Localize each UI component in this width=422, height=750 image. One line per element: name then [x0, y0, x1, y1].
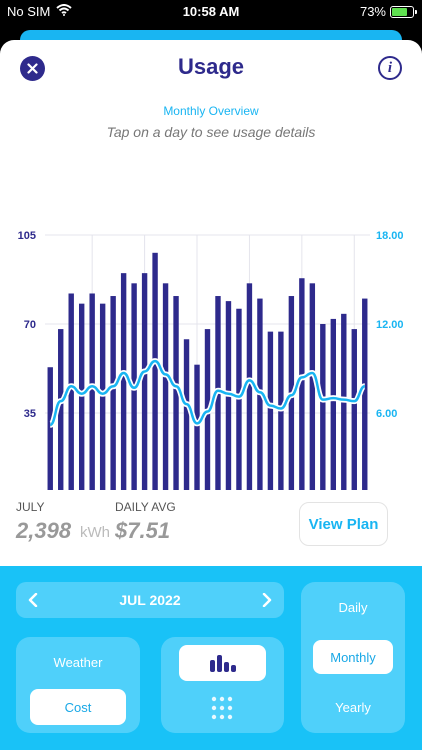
controls-panel: JUL 2022 Weather Cost — [0, 566, 422, 750]
month-usage-label: JULY — [16, 500, 45, 514]
chart-bar — [89, 293, 95, 490]
close-icon — [27, 63, 38, 74]
chart-bar — [183, 339, 190, 490]
chart-bar — [141, 273, 148, 490]
chart-bar — [152, 252, 158, 490]
chart-bar — [99, 303, 106, 490]
cost-label: Cost — [64, 699, 92, 715]
chart-bar — [351, 329, 357, 490]
chart-bar — [47, 367, 53, 490]
y-tick-label: 70 — [24, 319, 36, 331]
next-month-button[interactable] — [250, 582, 284, 618]
chevron-right-icon — [262, 593, 272, 607]
period-daily[interactable]: Daily — [338, 600, 368, 615]
chart-bar — [309, 283, 316, 490]
weather-toggle[interactable]: Weather — [53, 655, 103, 670]
chart-bar — [246, 283, 253, 490]
overlay-panel: Weather Cost — [16, 637, 140, 733]
cost-toggle[interactable]: Cost — [30, 689, 126, 725]
view-mode-panel — [161, 637, 284, 733]
status-time: 10:58 AM — [182, 4, 240, 19]
cost-line — [49, 359, 366, 427]
battery-icon — [390, 5, 417, 18]
previous-month-button[interactable] — [16, 582, 50, 618]
usage-chart[interactable]: 1057035018.0012.006.000.0051015202530kWh… — [0, 180, 422, 490]
bar-view-button[interactable] — [179, 645, 266, 681]
chart-bar — [267, 331, 274, 490]
period-yearly[interactable]: Yearly — [335, 700, 371, 715]
month-usage-value: 2,398 — [16, 518, 72, 543]
chart-bar — [194, 364, 200, 490]
month-selector: JUL 2022 — [16, 582, 284, 618]
chart-bar — [320, 324, 326, 490]
tap-hint: Tap on a day to see usage details — [106, 124, 316, 140]
usage-unit: kWh — [80, 524, 110, 541]
carrier-label: No SIM — [7, 4, 51, 19]
period-panel: Daily Monthly Yearly — [301, 582, 405, 733]
chart-bar — [330, 318, 337, 490]
y2-tick-label: 6.00 — [376, 408, 397, 420]
chart-bar — [58, 329, 64, 490]
chevron-left-icon — [28, 593, 38, 607]
battery-percent: 73% — [359, 4, 386, 19]
chart-bar — [362, 298, 368, 490]
daily-avg-label: DAILY AVG — [115, 500, 176, 514]
period-monthly-label: Monthly — [330, 649, 376, 665]
y2-tick-label: 12.00 — [376, 319, 404, 331]
overview-label: Monthly Overview — [163, 104, 259, 118]
carrier-group: No SIM — [7, 4, 72, 19]
wifi-icon — [56, 4, 72, 19]
status-bar: No SIM 10:58 AM 73% — [0, 0, 422, 26]
daily-avg-value: $7.51 — [115, 518, 171, 543]
y2-tick-label: 18.00 — [376, 230, 404, 242]
chart-bar — [173, 296, 179, 490]
chart-bar — [162, 283, 169, 490]
info-button[interactable]: i — [378, 56, 402, 80]
y-tick-label: 105 — [18, 230, 36, 242]
view-plan-button[interactable]: View Plan — [299, 502, 388, 546]
y-tick-label: 35 — [24, 408, 36, 420]
chart-bar — [120, 273, 127, 490]
bar-chart-icon — [209, 655, 236, 672]
period-monthly[interactable]: Monthly — [313, 640, 393, 674]
info-icon: i — [387, 59, 393, 76]
calendar-grid-icon — [211, 696, 233, 720]
chart-bar — [110, 296, 116, 490]
month-label: JUL 2022 — [119, 592, 181, 608]
page-title: Usage — [177, 54, 245, 79]
calendar-view-button[interactable] — [209, 695, 237, 723]
chart-bar — [299, 278, 305, 490]
chart-bar — [68, 293, 74, 490]
chart-bar — [78, 303, 85, 490]
usage-sheet: Usage i Monthly Overview Tap on a day to… — [0, 40, 422, 570]
battery-group: 73% — [359, 4, 417, 19]
close-button[interactable] — [20, 56, 45, 81]
